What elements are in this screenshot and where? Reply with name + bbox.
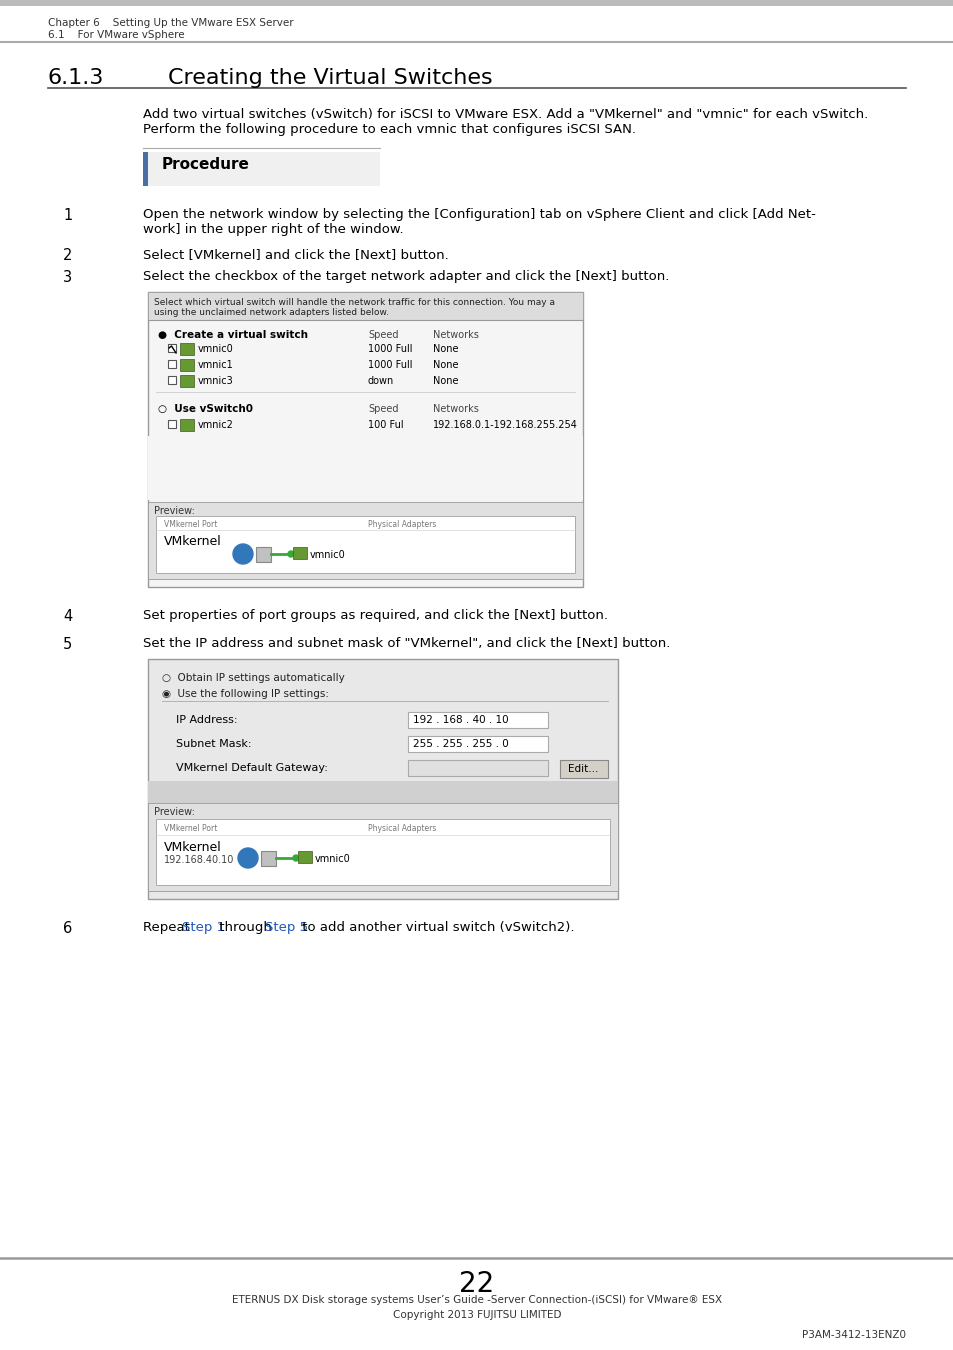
Text: Preview:: Preview: (153, 506, 194, 516)
Text: ●  Create a virtual switch: ● Create a virtual switch (158, 329, 308, 340)
Bar (297, 850, 312, 863)
Text: 1: 1 (63, 208, 72, 223)
Text: 3: 3 (63, 270, 72, 285)
Text: 255 . 255 . 255 . 0: 255 . 255 . 255 . 0 (413, 738, 508, 749)
Text: vmnic0: vmnic0 (314, 855, 351, 864)
Bar (156, 819, 609, 886)
Text: Physical Adapters: Physical Adapters (368, 520, 436, 529)
Bar (148, 502, 582, 579)
Text: VMkernel Port: VMkernel Port (164, 520, 217, 529)
Circle shape (288, 551, 294, 558)
Text: Select the checkbox of the target network adapter and click the [Next] button.: Select the checkbox of the target networ… (143, 270, 669, 284)
Text: Subnet Mask:: Subnet Mask: (175, 738, 252, 749)
Bar (255, 547, 271, 562)
Text: Procedure: Procedure (162, 157, 250, 171)
Text: ◉  Use the following IP settings:: ◉ Use the following IP settings: (162, 688, 329, 699)
Text: Speed: Speed (368, 404, 398, 414)
Bar (408, 760, 547, 776)
Text: Perform the following procedure to each vmnic that configures iSCSI SAN.: Perform the following procedure to each … (143, 123, 636, 136)
Text: vmnic1: vmnic1 (198, 360, 233, 370)
Text: 6.1.3: 6.1.3 (48, 68, 104, 88)
Text: ○  Use vSwitch0: ○ Use vSwitch0 (158, 404, 253, 414)
Bar (261, 850, 275, 865)
Bar (148, 436, 582, 500)
Text: None: None (433, 377, 458, 386)
Text: Preview:: Preview: (153, 807, 194, 817)
Text: vmnic2: vmnic2 (198, 420, 233, 431)
Text: VMkernel Default Gateway:: VMkernel Default Gateway: (175, 763, 328, 774)
Bar (168, 344, 175, 352)
Text: VMkernel Port: VMkernel Port (164, 824, 217, 833)
Text: 192.168.0.1-192.168.255.254: 192.168.0.1-192.168.255.254 (433, 420, 578, 431)
Text: to add another virtual switch (vSwitch2).: to add another virtual switch (vSwitch2)… (298, 921, 575, 934)
Text: Add two virtual switches (vSwitch) for iSCSI to VMware ESX. Add a "VMkernel" and: Add two virtual switches (vSwitch) for i… (143, 108, 867, 122)
Text: 6.1    For VMware vSphere: 6.1 For VMware vSphere (48, 30, 185, 40)
Bar (148, 292, 582, 320)
Text: through: through (215, 921, 276, 934)
Text: Edit...: Edit... (567, 764, 598, 774)
Text: 22: 22 (459, 1270, 494, 1297)
Text: 192 . 168 . 40 . 10: 192 . 168 . 40 . 10 (413, 716, 508, 725)
Bar (143, 153, 148, 186)
Bar (180, 375, 193, 387)
Text: 192.168.40.10: 192.168.40.10 (164, 855, 234, 865)
Text: P3AM-3412-13ENZ0: P3AM-3412-13ENZ0 (801, 1330, 905, 1341)
Text: Networks: Networks (433, 329, 478, 340)
Text: 1000 Full: 1000 Full (368, 360, 412, 370)
Text: Set properties of port groups as required, and click the [Next] button.: Set properties of port groups as require… (143, 609, 607, 622)
Bar (293, 547, 307, 559)
Bar (148, 803, 618, 891)
Bar (408, 736, 547, 752)
Text: 5: 5 (63, 637, 72, 652)
Text: 6: 6 (63, 921, 72, 936)
Bar (148, 292, 582, 587)
Circle shape (293, 855, 298, 861)
Text: 4: 4 (63, 609, 72, 624)
Bar (180, 418, 193, 431)
Text: Copyright 2013 FUJITSU LIMITED: Copyright 2013 FUJITSU LIMITED (393, 1310, 560, 1320)
Circle shape (233, 544, 253, 564)
Text: Step 5: Step 5 (265, 921, 308, 934)
Text: None: None (433, 360, 458, 370)
Text: vmnic3: vmnic3 (198, 377, 233, 386)
Text: 1000 Full: 1000 Full (368, 344, 412, 354)
Text: Physical Adapters: Physical Adapters (368, 824, 436, 833)
Text: Repeat: Repeat (143, 921, 193, 934)
Text: Step 1: Step 1 (182, 921, 225, 934)
Bar (180, 359, 193, 371)
Bar (148, 153, 379, 186)
Bar (0, 0, 953, 5)
Text: ETERNUS DX Disk storage systems User’s Guide -Server Connection-(iSCSI) for VMwa: ETERNUS DX Disk storage systems User’s G… (232, 1295, 721, 1305)
Circle shape (237, 848, 257, 868)
Text: down: down (368, 377, 394, 386)
Bar (148, 782, 618, 803)
Text: ○  Obtain IP settings automatically: ○ Obtain IP settings automatically (162, 674, 344, 683)
Bar (168, 377, 175, 383)
Text: vmnic0: vmnic0 (198, 344, 233, 354)
Text: Speed: Speed (368, 329, 398, 340)
Text: work] in the upper right of the window.: work] in the upper right of the window. (143, 223, 403, 236)
Text: VMkernel: VMkernel (164, 841, 221, 855)
Text: using the unclaimed network adapters listed below.: using the unclaimed network adapters lis… (153, 308, 389, 317)
Bar (156, 516, 575, 572)
Bar (180, 343, 193, 355)
Text: 100 Ful: 100 Ful (368, 420, 403, 431)
Text: VMkernel: VMkernel (164, 535, 221, 548)
Bar (408, 711, 547, 728)
Text: Select which virtual switch will handle the network traffic for this connection.: Select which virtual switch will handle … (153, 298, 555, 306)
Bar (168, 360, 175, 369)
Text: IP Address:: IP Address: (175, 716, 237, 725)
Text: Networks: Networks (433, 404, 478, 414)
Text: None: None (433, 344, 458, 354)
Text: Set the IP address and subnet mask of "VMkernel", and click the [Next] button.: Set the IP address and subnet mask of "V… (143, 637, 670, 649)
Bar (148, 659, 618, 899)
Text: Select [VMkernel] and click the [Next] button.: Select [VMkernel] and click the [Next] b… (143, 248, 448, 261)
Bar (168, 420, 175, 428)
Text: Chapter 6    Setting Up the VMware ESX Server: Chapter 6 Setting Up the VMware ESX Serv… (48, 18, 294, 28)
Text: vmnic0: vmnic0 (310, 549, 345, 560)
Bar (559, 760, 607, 778)
Text: Creating the Virtual Switches: Creating the Virtual Switches (168, 68, 492, 88)
Text: 2: 2 (63, 248, 72, 263)
Text: Open the network window by selecting the [Configuration] tab on vSphere Client a: Open the network window by selecting the… (143, 208, 815, 221)
